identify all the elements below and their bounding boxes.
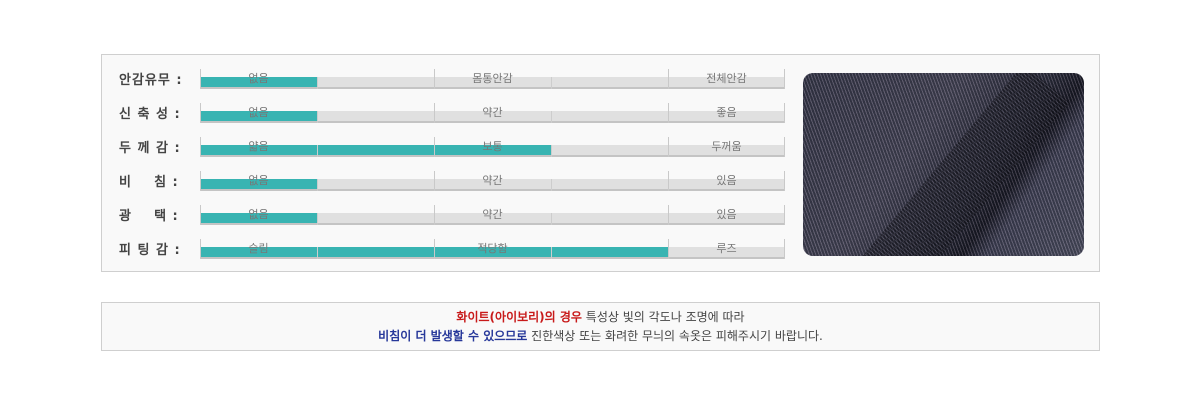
scale-label: 약간 bbox=[482, 174, 503, 187]
scale-label: 몸통안감 bbox=[472, 72, 513, 85]
spec-label: 두 께 감 : bbox=[119, 141, 181, 156]
spec-row: 신 축 성 : 없음 약간 좋음 bbox=[102, 91, 802, 125]
level-bar: 없음 약간 있음 bbox=[200, 171, 785, 191]
scale-label: 두꺼움 bbox=[711, 140, 742, 153]
tick bbox=[434, 103, 435, 123]
tick bbox=[551, 77, 552, 89]
tick bbox=[784, 137, 785, 157]
tick bbox=[668, 103, 669, 123]
spec-label: 광 택 : bbox=[119, 209, 179, 224]
tick bbox=[668, 137, 669, 157]
tick bbox=[668, 239, 669, 259]
level-fill bbox=[200, 111, 317, 121]
spec-label: 비 침 : bbox=[119, 175, 179, 190]
spec-row: 두 께 감 : 얇음 보통 두꺼움 bbox=[102, 125, 802, 159]
spec-label: 안감유무 : bbox=[119, 73, 183, 88]
notice-line-2: 비침이 더 발생할 수 있으므로 진한색상 또는 화려한 무늬의 속옷은 피해주… bbox=[102, 327, 1099, 346]
scale-label: 있음 bbox=[716, 208, 737, 221]
tick bbox=[551, 213, 552, 225]
tick bbox=[200, 171, 201, 191]
fabric-fold bbox=[856, 73, 1070, 256]
tick bbox=[434, 69, 435, 89]
scale-label: 약간 bbox=[482, 208, 503, 221]
level-fill bbox=[200, 77, 317, 87]
notice-line-1: 화이트(아이보리)의 경우 특성상 빛의 각도나 조명에 따라 bbox=[102, 308, 1099, 327]
level-fill bbox=[200, 145, 551, 155]
scale-label: 전체안감 bbox=[706, 72, 747, 85]
tick bbox=[668, 69, 669, 89]
scale-label: 얇음 bbox=[248, 140, 269, 153]
tick bbox=[317, 247, 318, 259]
spec-label: 피 팅 감 : bbox=[119, 243, 181, 258]
level-bar: 없음 약간 있음 bbox=[200, 205, 785, 225]
level-bar: 없음 몸통안감 전체안감 bbox=[200, 69, 785, 89]
notice-text: 특성상 빛의 각도나 조명에 따라 bbox=[581, 310, 745, 324]
spec-label: 신 축 성 : bbox=[119, 107, 181, 122]
tick bbox=[317, 213, 318, 225]
scale-label: 없음 bbox=[248, 106, 269, 119]
level-bar: 얇음 보통 두꺼움 bbox=[200, 137, 785, 157]
scale-label: 없음 bbox=[248, 208, 269, 221]
notice-highlight-red: 화이트(아이보리)의 경우 bbox=[456, 310, 582, 324]
fabric-photo bbox=[803, 73, 1084, 256]
tick bbox=[317, 77, 318, 89]
tick bbox=[434, 137, 435, 157]
tick bbox=[551, 179, 552, 191]
tick bbox=[668, 205, 669, 225]
level-fill bbox=[200, 179, 317, 189]
tick bbox=[551, 145, 552, 157]
level-bar: 없음 약간 좋음 bbox=[200, 103, 785, 123]
spec-row: 피 팅 감 : 슬림 적당함 루즈 bbox=[102, 227, 802, 261]
scale-label: 루즈 bbox=[716, 242, 737, 255]
spec-row: 안감유무 : 없음 몸통안감 전체안감 bbox=[102, 57, 802, 91]
tick bbox=[784, 205, 785, 225]
notice-text: 진한색상 또는 화려한 무늬의 속옷은 피해주시기 바랍니다. bbox=[527, 329, 823, 343]
notice-box: 화이트(아이보리)의 경우 특성상 빛의 각도나 조명에 따라 비침이 더 발생… bbox=[101, 302, 1100, 351]
tick bbox=[434, 205, 435, 225]
scale-label: 약간 bbox=[482, 106, 503, 119]
tick bbox=[200, 103, 201, 123]
tick bbox=[784, 69, 785, 89]
spec-row: 비 침 : 없음 약간 있음 bbox=[102, 159, 802, 193]
tick bbox=[784, 239, 785, 259]
scale-label: 없음 bbox=[248, 72, 269, 85]
level-bar: 슬림 적당함 루즈 bbox=[200, 239, 785, 259]
tick bbox=[317, 111, 318, 123]
tick bbox=[200, 137, 201, 157]
tick bbox=[434, 171, 435, 191]
tick bbox=[784, 171, 785, 191]
level-fill bbox=[200, 213, 317, 223]
scale-label: 있음 bbox=[716, 174, 737, 187]
tick bbox=[784, 103, 785, 123]
scale-label: 좋음 bbox=[716, 106, 737, 119]
spec-row: 광 택 : 없음 약간 있음 bbox=[102, 193, 802, 227]
scale-label: 적당함 bbox=[477, 242, 508, 255]
tick bbox=[200, 205, 201, 225]
notice-highlight-blue: 비침이 더 발생할 수 있으므로 bbox=[378, 329, 528, 343]
tick bbox=[551, 247, 552, 259]
tick bbox=[668, 171, 669, 191]
tick bbox=[551, 111, 552, 123]
scale-label: 보통 bbox=[482, 140, 503, 153]
tick bbox=[317, 179, 318, 191]
tick bbox=[317, 145, 318, 157]
tick bbox=[434, 239, 435, 259]
tick bbox=[200, 239, 201, 259]
scale-label: 슬림 bbox=[248, 242, 269, 255]
fabric-spec-panel: 안감유무 : 없음 몸통안감 전체안감 신 축 성 : 없음 약간 좋음 두 께 감 : 얇… bbox=[101, 54, 1100, 272]
scale-label: 없음 bbox=[248, 174, 269, 187]
tick bbox=[200, 69, 201, 89]
